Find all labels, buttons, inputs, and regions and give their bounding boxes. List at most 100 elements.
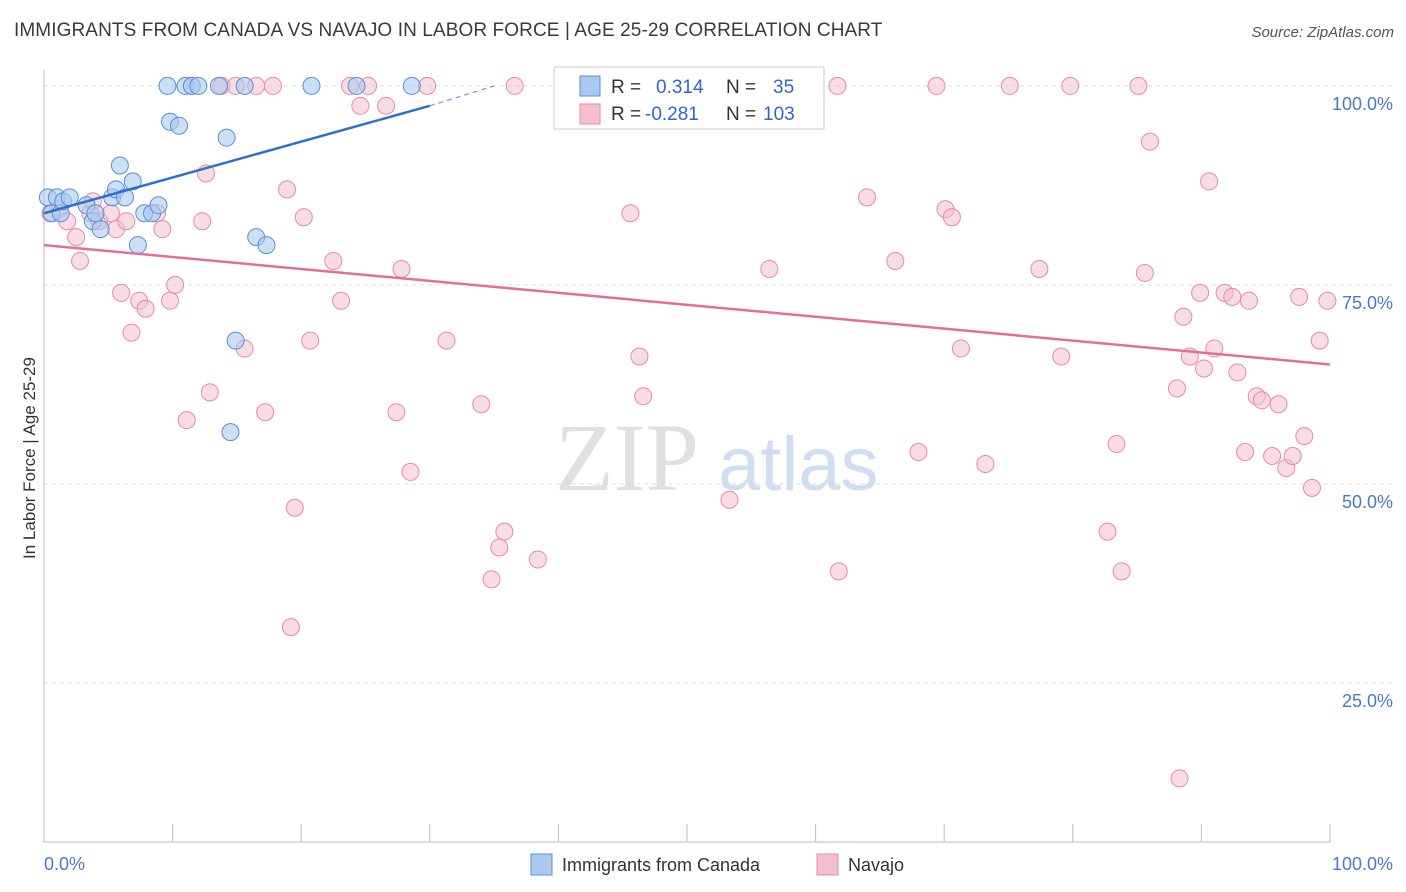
navajo-point-93: [1252, 391, 1271, 410]
navajo-point-85: [1200, 172, 1219, 191]
navajo-point-3: [67, 228, 86, 247]
navajo-point-70: [1030, 259, 1049, 278]
navajo-point-21: [193, 212, 212, 231]
navajo-point-54: [630, 347, 649, 366]
canada-point-34: [402, 76, 421, 95]
navajo-point-68: [976, 454, 995, 473]
y-tick-label-3: 25.0%: [1342, 691, 1393, 711]
navajo-point-80: [1170, 769, 1189, 788]
navajo-point-45: [437, 331, 456, 350]
navajo-point-75: [1112, 562, 1131, 581]
canada-point-9: [86, 204, 105, 223]
navajo-point-19: [177, 411, 196, 430]
axes: [43, 70, 1331, 843]
legend-r-value-canada: 0.314: [656, 77, 704, 98]
navajo-point-74: [1107, 435, 1126, 454]
navajo-point-98: [1290, 287, 1309, 306]
canada-point-31: [257, 236, 276, 255]
canada-point-19: [158, 76, 177, 95]
y-axis-label: In Labor Force | Age 25-29: [20, 357, 39, 559]
legend-r-label-navajo: R =: [611, 104, 641, 125]
navajo-point-88: [1223, 287, 1242, 306]
navajo-point-11: [117, 212, 136, 231]
navajo-point-12: [122, 323, 141, 342]
navajo-point-73: [1098, 522, 1117, 541]
navajo-point-102: [1318, 291, 1337, 310]
navajo-point-31: [285, 498, 304, 517]
legend-n-label-navajo: N =: [726, 104, 756, 125]
canada-point-26: [217, 128, 236, 147]
navajo-point-83: [1191, 283, 1210, 302]
canada-point-28: [221, 423, 240, 442]
navajo-point-79: [1167, 379, 1186, 398]
legend-swatch-navajo: [579, 103, 601, 125]
navajo-point-97: [1283, 447, 1302, 465]
canada-point-14: [123, 172, 142, 191]
canada-point-18: [149, 196, 168, 215]
navajo-point-91: [1236, 443, 1255, 462]
navajo-point-35: [324, 252, 343, 271]
canada-point-15: [128, 236, 147, 255]
navajo-point-41: [387, 403, 406, 422]
navajo-point-59: [828, 76, 847, 95]
navajo-point-23: [200, 383, 219, 402]
navajo-point-33: [294, 208, 313, 227]
navajo-point-30: [278, 180, 297, 199]
navajo-point-48: [490, 538, 509, 557]
legend-r-value-navajo: -0.281: [645, 104, 699, 125]
navajo-point-57: [720, 490, 739, 509]
navajo-point-29: [263, 76, 282, 95]
navajo-trend-line: [43, 243, 1331, 366]
navajo-point-81: [1174, 307, 1193, 326]
canada-trend-extension: [429, 85, 495, 107]
gridlines: [44, 85, 1392, 684]
bottom-legend: Immigrants from Canada Navajo: [530, 853, 904, 876]
navajo-point-42: [392, 259, 411, 278]
y-tick-label-1: 75.0%: [1342, 293, 1393, 313]
canada-point-32: [302, 76, 321, 95]
y-tick-label-0: 100.0%: [1332, 94, 1393, 114]
navajo-point-61: [858, 188, 877, 207]
navajo-point-49: [495, 522, 514, 541]
navajo-point-47: [482, 570, 501, 589]
navajo-point-67: [951, 339, 970, 358]
navajo-point-64: [927, 76, 946, 95]
navajo-point-60: [829, 562, 848, 581]
correlation-legend: R = 0.314 N = 35 R = -0.281 N = 103: [553, 66, 825, 130]
navajo-point-36: [332, 291, 351, 310]
legend-r-label-canada: R =: [611, 77, 641, 98]
bottom-legend-label-navajo: Navajo: [848, 855, 904, 875]
navajo-point-10: [112, 283, 131, 302]
navajo-point-90: [1228, 363, 1247, 382]
navajo-point-34: [301, 331, 320, 350]
canada-points: [38, 76, 421, 442]
source-label: Source: ZipAtlas.com: [1251, 24, 1394, 41]
navajo-point-46: [472, 395, 491, 414]
navajo-point-16: [153, 220, 172, 239]
y-tick-label-2: 50.0%: [1342, 492, 1393, 512]
navajo-point-38: [351, 96, 370, 115]
bottom-legend-swatch-navajo: [816, 853, 839, 876]
navajo-point-43: [401, 462, 420, 481]
navajo-point-72: [1061, 76, 1080, 95]
bottom-legend-label-canada: Immigrants from Canada: [562, 855, 761, 875]
navajo-point-78: [1140, 132, 1159, 151]
trend-lines: [43, 85, 1331, 366]
navajo-point-58: [760, 259, 779, 278]
canada-point-12: [110, 156, 129, 175]
x-tick-label-0: 0.0%: [44, 854, 85, 874]
legend-n-value-canada: 35: [773, 77, 794, 98]
canada-point-27: [226, 331, 245, 350]
navajo-point-66: [942, 208, 961, 227]
canada-point-24: [189, 76, 208, 95]
legend-swatch-canada: [579, 75, 601, 97]
navajo-point-89: [1239, 291, 1258, 310]
navajo-point-28: [256, 403, 275, 422]
navajo-point-63: [909, 443, 928, 462]
watermark-atlas: atlas: [718, 422, 879, 507]
navajo-point-84: [1194, 359, 1213, 378]
canada-trend-line: [43, 104, 431, 215]
navajo-point-71: [1052, 347, 1071, 366]
tick-labels: 100.0% 75.0% 50.0% 25.0% 0.0% 100.0%: [44, 94, 1393, 874]
